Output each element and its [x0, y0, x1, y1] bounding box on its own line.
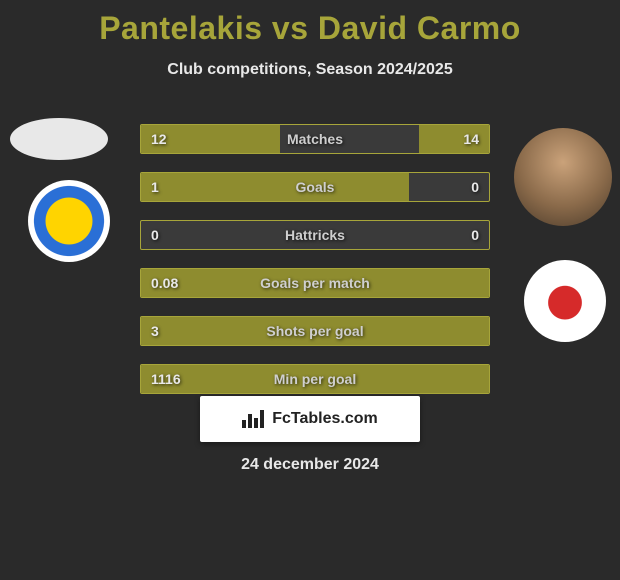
stat-label: Goals per match [141, 269, 489, 297]
stats-comparison: 12Matches141Goals00Hattricks00.08Goals p… [140, 124, 490, 412]
subtitle: Club competitions, Season 2024/2025 [0, 61, 620, 79]
stat-row: 0Hattricks0 [140, 220, 490, 250]
stat-row: 1116Min per goal [140, 364, 490, 394]
branding-badge: FcTables.com [200, 396, 420, 442]
stat-label: Hattricks [141, 221, 489, 249]
page-title: Pantelakis vs David Carmo [0, 0, 620, 47]
stat-row: 3Shots per goal [140, 316, 490, 346]
player-right-avatar [514, 128, 612, 226]
date-label: 24 december 2024 [0, 456, 620, 474]
stat-label: Goals [141, 173, 489, 201]
stat-row: 0.08Goals per match [140, 268, 490, 298]
stat-value-right: 0 [471, 173, 479, 201]
player-left-avatar [10, 118, 108, 160]
player-right-club-badge [524, 260, 606, 342]
stat-label: Matches [141, 125, 489, 153]
bar-chart-icon [242, 410, 264, 428]
stat-row: 1Goals0 [140, 172, 490, 202]
stat-label: Min per goal [141, 365, 489, 393]
player-left-club-badge [28, 180, 110, 262]
stat-label: Shots per goal [141, 317, 489, 345]
stat-value-right: 14 [463, 125, 479, 153]
stat-value-right: 0 [471, 221, 479, 249]
stat-row: 12Matches14 [140, 124, 490, 154]
branding-text: FcTables.com [272, 410, 378, 428]
